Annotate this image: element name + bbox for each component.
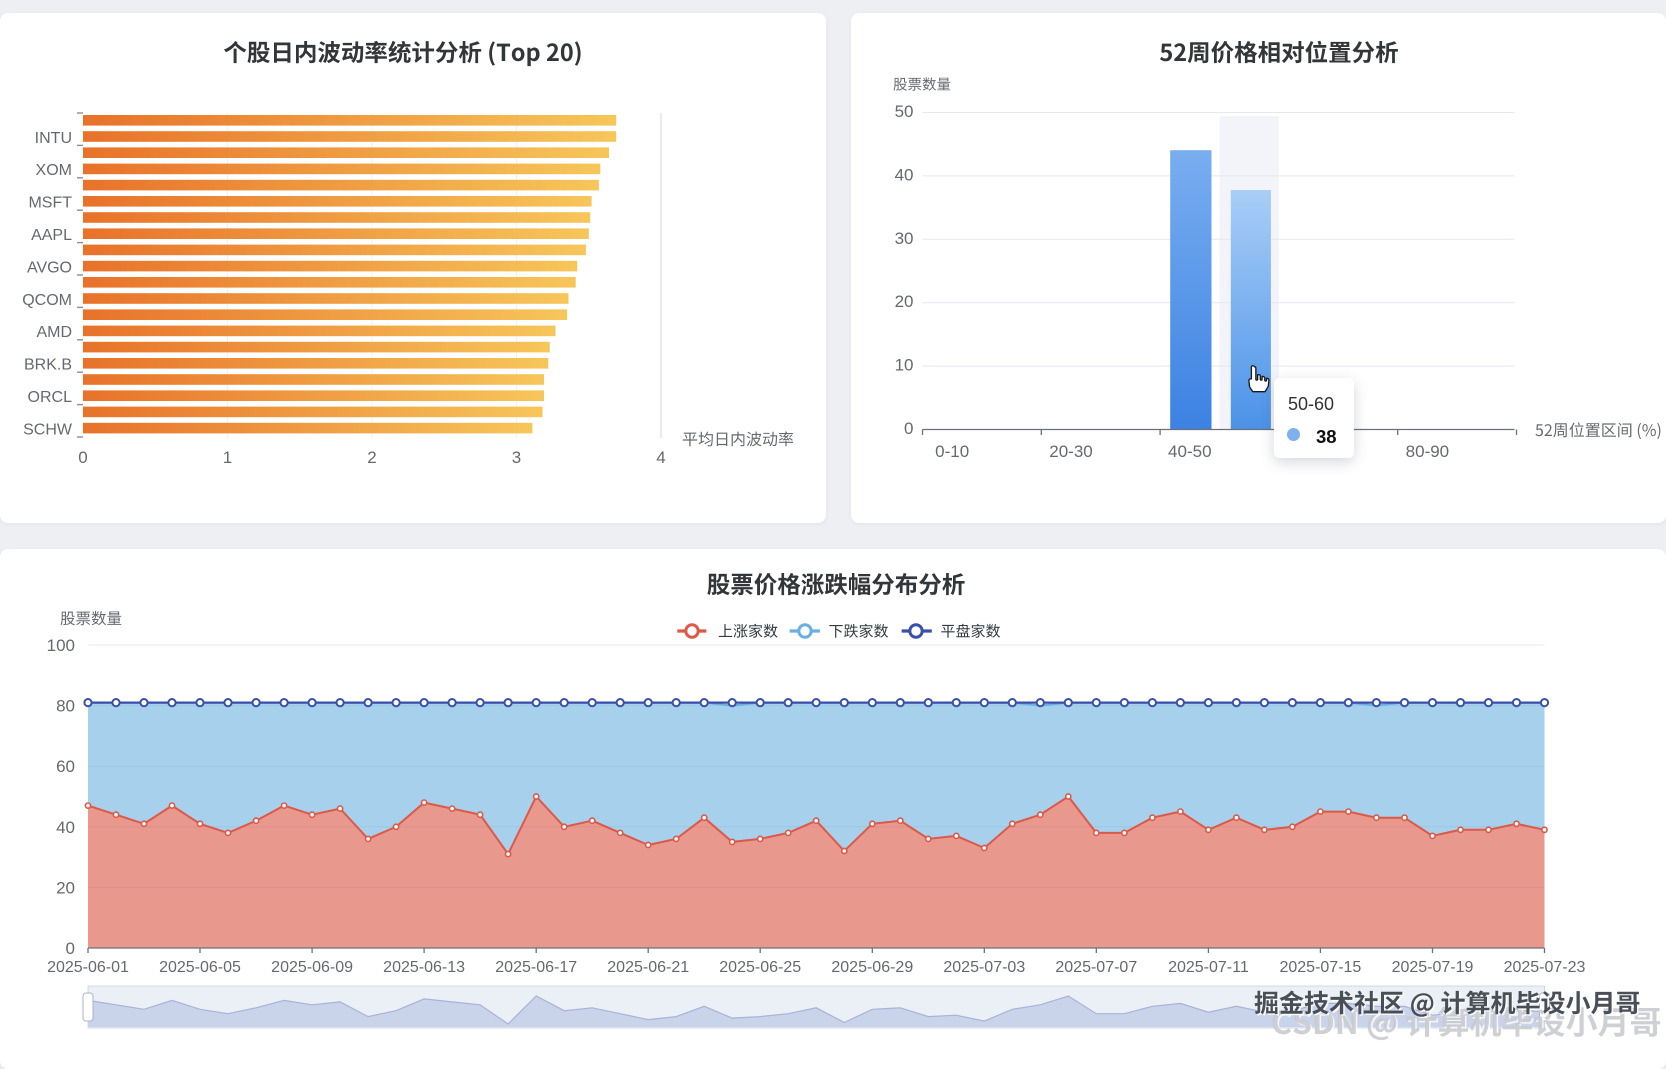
svg-text:20: 20 [895, 292, 914, 311]
svg-text:50: 50 [895, 102, 914, 121]
svg-text:MSFT: MSFT [28, 195, 72, 212]
svg-text:QCOM: QCOM [22, 292, 72, 309]
svg-text:0: 0 [66, 939, 75, 958]
svg-text:2025-07-07: 2025-07-07 [1055, 959, 1137, 976]
svg-text:2025-06-05: 2025-06-05 [159, 959, 241, 976]
svg-text:SCHW: SCHW [23, 421, 73, 438]
svg-text:0-10: 0-10 [935, 442, 969, 461]
svg-text:40-50: 40-50 [1168, 442, 1211, 461]
svg-text:2: 2 [367, 448, 376, 467]
svg-text:2025-06-09: 2025-06-09 [271, 959, 353, 976]
svg-text:20: 20 [56, 878, 75, 897]
svg-text:XOM: XOM [36, 162, 72, 179]
svg-text:2025-07-03: 2025-07-03 [943, 959, 1025, 976]
svg-text:10: 10 [895, 356, 914, 375]
svg-text:AVGO: AVGO [27, 259, 72, 276]
svg-text:100: 100 [47, 636, 75, 655]
svg-text:80-90: 80-90 [1406, 442, 1449, 461]
svg-text:20-30: 20-30 [1049, 442, 1092, 461]
svg-text:4: 4 [656, 448, 665, 467]
svg-text:2025-06-29: 2025-06-29 [831, 959, 913, 976]
svg-text:2025-07-23: 2025-07-23 [1504, 959, 1586, 976]
svg-text:2025-06-13: 2025-06-13 [383, 959, 465, 976]
svg-text:2025-06-25: 2025-06-25 [719, 959, 801, 976]
svg-text:40: 40 [56, 818, 75, 837]
svg-text:40: 40 [895, 165, 914, 184]
svg-text:2025-07-15: 2025-07-15 [1279, 959, 1361, 976]
svg-text:3: 3 [512, 448, 521, 467]
svg-text:2025-07-19: 2025-07-19 [1392, 959, 1474, 976]
svg-text:INTU: INTU [35, 130, 72, 147]
svg-text:2025-06-01: 2025-06-01 [47, 959, 129, 976]
svg-text:2025-07-11: 2025-07-11 [1168, 959, 1249, 976]
svg-text:0: 0 [78, 448, 87, 467]
svg-text:ORCL: ORCL [28, 389, 73, 406]
svg-text:AMD: AMD [36, 324, 72, 341]
svg-text:1: 1 [223, 448, 232, 467]
svg-text:60: 60 [56, 757, 75, 776]
svg-text:AAPL: AAPL [31, 227, 72, 244]
svg-text:BRK.B: BRK.B [24, 357, 72, 374]
svg-text:30: 30 [895, 229, 914, 248]
svg-text:2025-06-21: 2025-06-21 [607, 959, 689, 976]
svg-text:80: 80 [56, 697, 75, 716]
svg-text:0: 0 [904, 419, 913, 438]
svg-text:2025-06-17: 2025-06-17 [495, 959, 577, 976]
